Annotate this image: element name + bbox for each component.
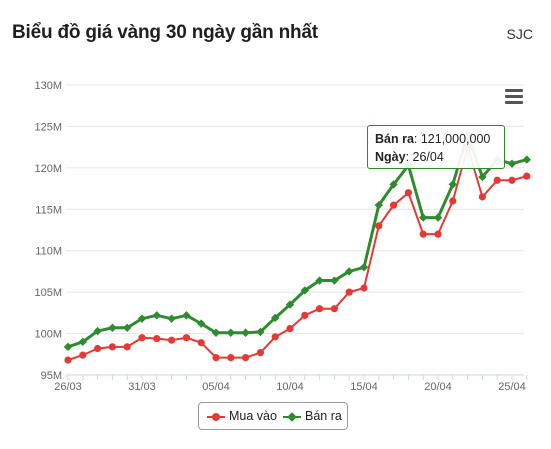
data-point-buy (493, 176, 501, 184)
data-point-sell (389, 180, 398, 189)
data-point-buy (138, 334, 146, 342)
data-point-buy (360, 284, 368, 292)
data-point-buy (108, 343, 116, 351)
data-point-buy (508, 176, 516, 184)
data-point-buy (375, 222, 383, 230)
data-point-sell (241, 328, 250, 337)
data-point-buy (182, 334, 190, 342)
data-point-buy (316, 305, 324, 313)
data-point-buy (64, 356, 72, 364)
data-point-sell (226, 328, 235, 337)
data-point-buy (94, 344, 102, 353)
x-tick-label: 10/04 (276, 381, 304, 393)
data-point-sell (419, 213, 428, 222)
legend-item-sell[interactable]: Bán ra (283, 409, 342, 423)
data-point-buy (419, 230, 427, 238)
data-point-buy (286, 325, 294, 333)
data-point-sell (433, 213, 443, 222)
data-point-sell (182, 311, 191, 320)
data-point-buy (242, 354, 250, 362)
y-axis-ticks: 95M 100M 105M 110M 115M 120M 125M 130M (34, 80, 62, 382)
data-point-sell (123, 323, 132, 332)
data-point-sell (300, 286, 309, 295)
legend-buy-label: Mua vào (229, 409, 277, 423)
data-point-buy (478, 193, 486, 201)
y-tick-label: 110M (35, 246, 62, 258)
legend-item-buy[interactable]: Mua vào (207, 409, 277, 423)
data-point-sell (374, 200, 383, 210)
series-layer (63, 130, 531, 364)
tooltip-value-2: : 26/04 (405, 150, 444, 164)
legend-buy-marker (207, 412, 225, 421)
data-point-sell (108, 323, 117, 332)
tooltip: Bán ra: 121,000,000 Ngày: 26/04 (367, 125, 505, 169)
y-tick-label: 95M (41, 370, 62, 382)
data-point-sell (256, 327, 265, 337)
data-point-sell (507, 159, 517, 168)
data-point-sell (211, 328, 221, 337)
y-tick-label: 125M (34, 121, 62, 133)
x-axis: 26/03 31/03 05/04 10/04 15/04 20/04 25/04 (54, 374, 528, 393)
data-point-sell (271, 313, 280, 323)
data-point-sell (330, 276, 339, 285)
x-tick-label: 31/03 (128, 381, 156, 393)
legend-sell-label: Bán ra (305, 409, 342, 423)
data-point-sell (137, 314, 147, 323)
data-point-sell (359, 263, 369, 272)
grid-lines (66, 84, 524, 335)
y-tick-label: 130M (34, 80, 62, 92)
data-point-buy (123, 343, 131, 351)
tooltip-value-1: : 121,000,000 (413, 132, 491, 146)
data-point-buy (79, 351, 87, 359)
data-point-buy (301, 311, 309, 319)
data-point-buy (404, 189, 412, 197)
data-point-buy (197, 339, 205, 347)
data-point-sell (63, 342, 73, 352)
data-point-sell (285, 300, 295, 309)
data-point-buy (168, 336, 176, 344)
data-point-buy (330, 305, 338, 313)
y-tick-label: 105M (34, 287, 62, 299)
x-tick-label: 25/04 (498, 381, 526, 393)
tooltip-label-2: Ngày (375, 150, 406, 164)
series-line-buy (67, 146, 528, 362)
hamburger-menu-icon[interactable] (505, 89, 523, 105)
data-point-buy (271, 333, 279, 341)
data-point-buy (434, 230, 442, 238)
legend: Mua vào Bán ra (198, 402, 348, 430)
data-point-buy (256, 349, 264, 357)
data-point-buy (153, 334, 161, 343)
tooltip-label-1: Bán ra (375, 132, 414, 146)
data-point-sell (345, 267, 354, 276)
data-point-sell (78, 337, 87, 347)
x-tick-label: 05/04 (202, 381, 230, 393)
data-point-sell (152, 311, 161, 320)
y-tick-label: 115M (35, 204, 62, 216)
x-tick-label: 15/04 (350, 381, 378, 393)
x-tick-label: 20/04 (424, 381, 452, 393)
data-point-sell (478, 172, 487, 182)
y-tick-label: 100M (34, 329, 62, 341)
data-point-buy (390, 201, 398, 209)
data-point-sell (93, 326, 102, 336)
data-point-buy (345, 288, 353, 296)
data-point-sell (197, 319, 206, 328)
data-point-buy (523, 172, 531, 180)
data-point-sell (315, 276, 324, 285)
data-point-sell (522, 155, 531, 164)
chart-title: Biểu đồ giá vàng 30 ngày gần nhất (12, 22, 318, 43)
legend-sell-marker (283, 411, 301, 422)
data-point-buy (449, 197, 457, 205)
x-tick-label: 26/03 (54, 381, 82, 393)
data-point-sell (167, 314, 176, 323)
data-point-buy (227, 354, 235, 362)
data-point-buy (212, 354, 220, 362)
brand-label: SJC (506, 26, 533, 42)
data-point-sell (448, 180, 457, 189)
y-tick-label: 120M (34, 163, 62, 175)
